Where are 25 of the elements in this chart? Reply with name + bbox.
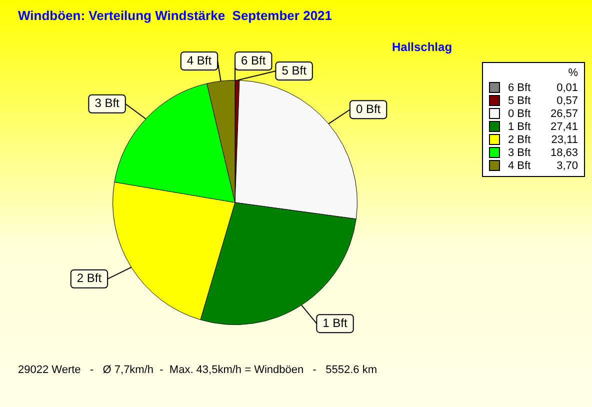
- slice-label: 6 Bft: [241, 53, 266, 68]
- legend-title: %: [567, 67, 578, 81]
- slice-label: 0 Bft: [356, 102, 382, 116]
- slice-label: 1 Bft: [322, 316, 348, 330]
- slice-label: 5 Bft: [282, 63, 308, 78]
- data-label: 18,63: [549, 146, 578, 158]
- data-label: 3,70: [556, 160, 578, 172]
- slice-label: 4 Bft: [186, 53, 212, 68]
- legend-label: 6 Bft: [508, 82, 532, 94]
- chart-title: Windböen: Verteilung Windstärke September 2021: [18, 8, 332, 23]
- legend-label: 4 Bft: [508, 160, 532, 172]
- slice-label: 2 Bft: [76, 271, 102, 286]
- data-label: 23,11: [550, 134, 578, 146]
- data-label: 26,57: [549, 108, 578, 120]
- legend-label: 3 Bft: [508, 146, 532, 158]
- data-label: 0,57: [556, 94, 578, 106]
- chart-subtitle: Hallschlag: [392, 40, 452, 54]
- text: 29022 Werte - Ø 7,7km/h - Max. 43,5km/h = Windböen - 5552.6 km: [18, 364, 377, 376]
- data-label: 0,01: [556, 82, 578, 94]
- legend-label: 2 Bft: [508, 134, 532, 146]
- legend-label: 0 Bft: [508, 108, 532, 120]
- legend-label: 5 Bft: [508, 94, 532, 106]
- data-label: 27,41: [549, 120, 578, 132]
- slice-label: 3 Bft: [94, 96, 120, 110]
- legend-label: 1 Bft: [508, 120, 532, 132]
